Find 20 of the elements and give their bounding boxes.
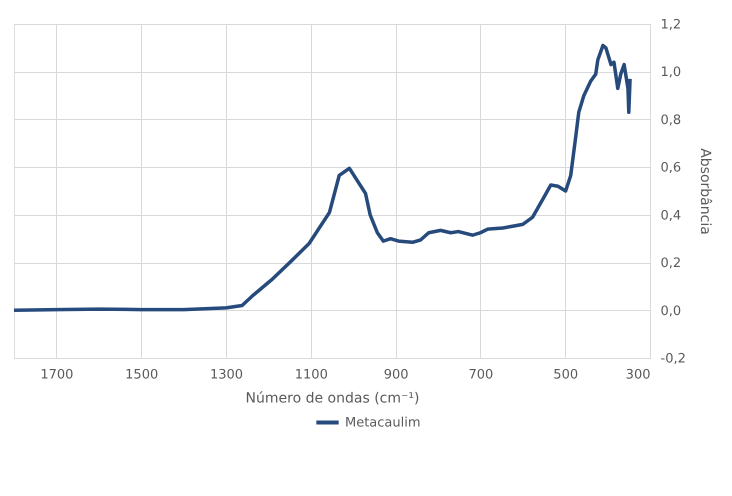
x-tick-label: 1500 bbox=[125, 368, 158, 382]
x-tick-label: 1100 bbox=[294, 368, 328, 382]
x-tick-label: 300 bbox=[626, 368, 650, 382]
y-tick-label: 0,0 bbox=[660, 304, 682, 319]
y-tick-label: 1,0 bbox=[660, 65, 682, 80]
x-tick-label: 1300 bbox=[210, 368, 244, 382]
y-tick-label: 0,2 bbox=[660, 256, 682, 272]
y-tick-label: -0,2 bbox=[660, 352, 686, 366]
y-tick-label: 1,2 bbox=[660, 18, 682, 32]
x-axis-title: Número de ondas (cm⁻¹) bbox=[246, 390, 420, 406]
line-series bbox=[12, 44, 632, 312]
y-tick-label: 0,4 bbox=[660, 208, 682, 224]
y-tick-label: 0,6 bbox=[660, 160, 682, 176]
y-axis-title: Absorbância bbox=[696, 148, 713, 235]
y-tick-label: 0,8 bbox=[660, 112, 682, 128]
legend-label: Metacaulim bbox=[345, 416, 421, 430]
x-tick-label: 900 bbox=[384, 368, 409, 382]
x-tick-label: 500 bbox=[553, 368, 578, 382]
x-tick-label: 1700 bbox=[40, 368, 74, 382]
x-tick-label: 700 bbox=[468, 368, 494, 382]
